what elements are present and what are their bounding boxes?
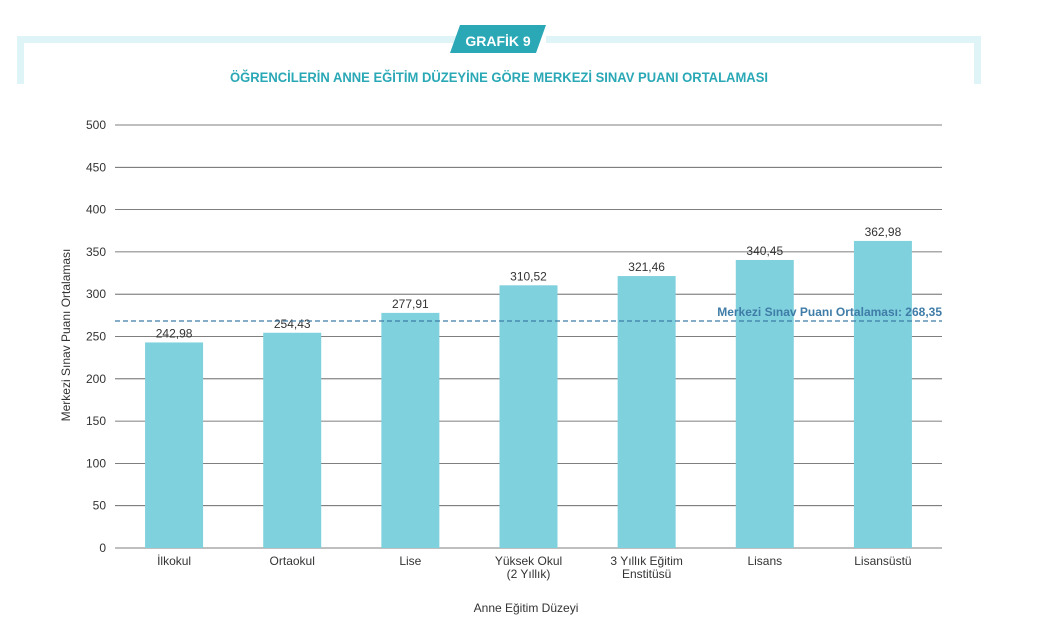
frame-right-side <box>974 36 981 84</box>
x-tick-label-line: Lisansüstü <box>854 554 911 568</box>
y-tick-label: 0 <box>99 541 106 555</box>
bar-value-label: 277,91 <box>392 297 429 311</box>
y-tick-label: 250 <box>86 330 106 344</box>
x-tick-label-line: Ortaokul <box>270 554 315 568</box>
y-tick-label: 100 <box>86 456 106 470</box>
y-tick-label: 350 <box>86 245 106 259</box>
bar <box>853 240 912 548</box>
y-tick-label: 400 <box>86 203 106 217</box>
x-tick-label-line: 3 Yıllık Eğitim <box>610 554 682 568</box>
chart-title: ÖĞRENCİLERİN ANNE EĞİTİM DÜZEYİNE GÖRE M… <box>230 70 768 85</box>
x-tick-label: 3 Yıllık Eğitim Enstitüsü <box>610 554 682 581</box>
value-labels: 242,98 254,43 277,91 310,52 321,46 340,45 362,… <box>156 225 902 341</box>
y-tick-label: 50 <box>93 499 107 513</box>
bar-value-label: 362,98 <box>865 225 902 239</box>
y-axis-label: Merkezi Sınav Puanı Ortalaması <box>59 249 73 422</box>
bar <box>263 332 322 548</box>
x-tick-label: İlkokul <box>157 554 191 568</box>
x-tick-label: Lisans <box>747 554 782 568</box>
y-tick-label: 300 <box>86 287 106 301</box>
x-tick-label: Yüksek Okul (2 Yıllık) <box>495 554 562 581</box>
x-axis-label: Anne Eğitim Düzeyi <box>474 601 579 615</box>
x-tick-label: Ortaokul <box>270 554 315 568</box>
frame-top-left <box>17 36 457 43</box>
y-tick-label: 500 <box>86 118 106 132</box>
bar-value-label: 310,52 <box>510 269 547 283</box>
x-tick-label: Lisansüstü <box>854 554 911 568</box>
bar <box>499 285 558 548</box>
y-tick-label: 150 <box>86 414 106 428</box>
x-tick-label-line: Enstitüsü <box>622 567 671 581</box>
bars <box>145 240 912 548</box>
x-axis-ticks: İlkokul Ortaokul Lise Yüksek Okul (2 Yıllık)… <box>157 554 912 581</box>
bar <box>381 312 440 548</box>
x-tick-label-line: Yüksek Okul <box>495 554 562 568</box>
bar-value-label: 254,43 <box>274 317 311 331</box>
reference-line-group: Merkezi Sınav Puanı Ortalaması: 268,35 <box>115 305 942 322</box>
y-tick-label: 200 <box>86 372 106 386</box>
header-frame <box>17 36 981 84</box>
bar <box>735 259 794 548</box>
bar-value-label: 242,98 <box>156 326 193 340</box>
bar-value-label: 340,45 <box>746 244 783 258</box>
badge-label: GRAFİK 9 <box>465 33 531 49</box>
bar-value-label: 321,46 <box>628 260 665 274</box>
x-tick-label-line: Lisans <box>747 554 782 568</box>
header-badge: GRAFİK 9 <box>450 25 546 53</box>
x-tick-label: Lise <box>399 554 421 568</box>
bar <box>145 342 204 548</box>
x-tick-label-line: Lise <box>399 554 421 568</box>
bar <box>617 276 676 548</box>
badge-background <box>450 25 546 53</box>
y-axis-ticks: 0 50 100 150 200 250 300 350 400 450 500 <box>86 118 106 555</box>
frame-top-right <box>546 36 981 43</box>
y-tick-label: 450 <box>86 160 106 174</box>
x-tick-label-line: İlkokul <box>157 554 191 568</box>
reference-line-label: Merkezi Sınav Puanı Ortalaması: 268,35 <box>717 305 942 319</box>
frame-left-side <box>17 36 24 84</box>
x-tick-label-line: (2 Yıllık) <box>507 567 551 581</box>
